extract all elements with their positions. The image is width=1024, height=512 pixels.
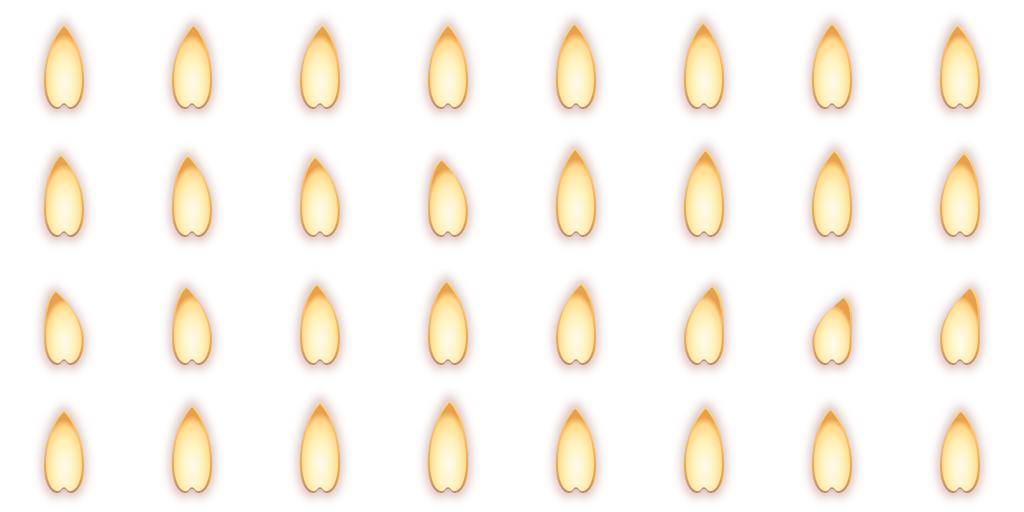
flame-frame	[768, 256, 896, 384]
flame-frame	[512, 128, 640, 256]
flame-frame	[128, 0, 256, 128]
flame-body	[685, 23, 723, 108]
flame-frame	[384, 384, 512, 512]
flame-body	[174, 156, 210, 236]
flame-icon	[810, 293, 855, 370]
flame-icon	[169, 149, 215, 242]
flame-body	[302, 158, 338, 236]
flame-frame	[768, 384, 896, 512]
flame-frame	[512, 384, 640, 512]
flame-frame	[128, 128, 256, 256]
flame-frame	[128, 384, 256, 512]
flame-frame	[384, 128, 512, 256]
flame-body	[46, 155, 82, 236]
flame-body	[942, 154, 978, 236]
flame-body	[430, 282, 466, 364]
flame-body	[429, 402, 467, 492]
flame-body	[302, 285, 338, 364]
flame-body	[174, 287, 210, 364]
flame-body	[685, 408, 723, 492]
flame-icon	[41, 18, 87, 114]
flame-body	[174, 26, 210, 108]
flame-icon	[41, 148, 87, 242]
flame-icon	[297, 394, 343, 498]
flame-frame	[896, 128, 1024, 256]
flame-body	[558, 284, 594, 364]
flame-frame	[384, 0, 512, 128]
flame-frame	[256, 384, 384, 512]
flame-body	[813, 24, 851, 108]
flame-icon	[553, 277, 599, 370]
flame-frame	[256, 128, 384, 256]
flame-frame	[896, 0, 1024, 128]
flame-icon	[425, 154, 471, 242]
flame-icon	[809, 143, 855, 242]
flame-icon	[681, 142, 727, 242]
flame-body	[557, 24, 595, 108]
flame-frame	[512, 0, 640, 128]
flame-body	[46, 26, 82, 108]
flame-icon	[297, 18, 343, 114]
flame-frame	[0, 0, 128, 128]
flame-body	[942, 288, 978, 364]
flame-icon	[41, 285, 87, 370]
flame-frame	[640, 384, 768, 512]
flame-icon	[425, 18, 471, 114]
flame-body	[814, 298, 851, 364]
flame-frame	[640, 256, 768, 384]
flame-body	[302, 26, 338, 108]
flame-frame	[896, 384, 1024, 512]
flame-body	[557, 408, 595, 492]
flame-icon	[937, 146, 983, 242]
flame-body	[46, 291, 82, 364]
flame-icon	[553, 400, 599, 498]
flame-body	[301, 403, 339, 492]
flame-body	[813, 151, 851, 236]
flame-icon	[681, 15, 727, 114]
flame-body	[430, 160, 466, 236]
flame-frame	[512, 256, 640, 384]
flame-frame	[640, 128, 768, 256]
flame-body	[173, 407, 211, 492]
flame-frame	[0, 256, 128, 384]
flame-icon	[169, 18, 215, 114]
flame-icon	[425, 393, 471, 498]
flame-body	[430, 26, 466, 108]
flame-icon	[937, 404, 983, 498]
flame-frame	[768, 0, 896, 128]
flame-icon	[553, 16, 599, 114]
flame-body	[557, 150, 595, 236]
flame-icon	[937, 18, 983, 114]
flame-icon	[169, 281, 215, 370]
flame-icon	[809, 16, 855, 114]
flame-frame	[640, 0, 768, 128]
flame-icon	[809, 402, 855, 498]
flame-frame	[896, 256, 1024, 384]
flame-frame	[768, 128, 896, 256]
flame-frame	[384, 256, 512, 384]
flame-icon	[297, 151, 343, 242]
flame-body	[942, 411, 978, 492]
flame-icon	[169, 398, 215, 498]
flame-icon	[681, 400, 727, 498]
flame-icon	[937, 282, 983, 370]
flame-body	[685, 151, 723, 236]
flame-frame	[256, 0, 384, 128]
flame-body	[814, 410, 850, 492]
flame-icon	[553, 141, 599, 242]
flame-icon	[425, 274, 471, 370]
flame-frame	[128, 256, 256, 384]
flame-frame	[256, 256, 384, 384]
flame-frame	[0, 128, 128, 256]
flame-icon	[41, 404, 87, 498]
flame-body	[46, 411, 82, 492]
flame-icon	[297, 278, 343, 370]
flame-body	[942, 26, 978, 108]
flame-frame	[0, 384, 128, 512]
flame-icon	[681, 280, 727, 370]
flame-body	[686, 287, 722, 364]
